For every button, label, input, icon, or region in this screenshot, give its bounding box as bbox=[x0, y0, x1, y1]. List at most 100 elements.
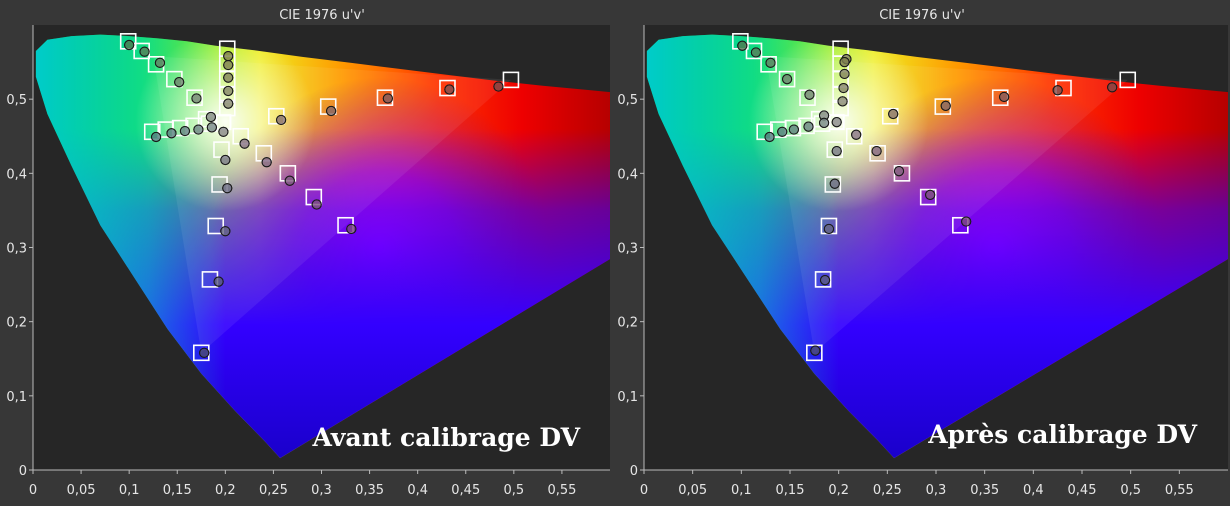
y-tick-label: 0,2 bbox=[6, 316, 27, 331]
y-tick-label: 0,3 bbox=[6, 242, 27, 257]
measured-point-shade bbox=[220, 226, 231, 237]
x-tick-label: 0,3 bbox=[926, 483, 947, 498]
measured-point-shade bbox=[839, 68, 850, 80]
x-tick-label: 0,45 bbox=[451, 483, 480, 498]
white-point-glow bbox=[646, 34, 1228, 459]
measured-point-shade bbox=[154, 57, 166, 68]
measured-point-shade bbox=[213, 276, 224, 287]
x-tick-label: 0,55 bbox=[547, 483, 576, 498]
measured-point-shade bbox=[382, 93, 393, 104]
measured-point-shade bbox=[239, 138, 250, 149]
measured-point-shade bbox=[871, 145, 882, 157]
measured-point-shade bbox=[888, 108, 899, 120]
x-tick-label: 0,35 bbox=[970, 483, 999, 498]
measured-point-shade bbox=[819, 275, 831, 286]
measured-point-shade bbox=[851, 129, 862, 140]
calibration-state-label: Avant calibrage DV bbox=[311, 423, 580, 452]
y-tick-label: 0,1 bbox=[6, 390, 27, 405]
measured-point-shade bbox=[831, 117, 842, 128]
x-tick-label: 0,3 bbox=[311, 483, 332, 498]
cie-gamut bbox=[35, 34, 610, 459]
target-point bbox=[869, 145, 886, 162]
x-tick-label: 0,05 bbox=[67, 483, 96, 498]
y-tick-label: 0,3 bbox=[617, 242, 638, 257]
measured-point-shade bbox=[223, 51, 234, 62]
measured-point-shade bbox=[837, 96, 848, 107]
target-point bbox=[760, 56, 777, 73]
measured-point-shade bbox=[223, 59, 234, 71]
measured-point-shade bbox=[346, 223, 357, 235]
measured-point-shade bbox=[205, 111, 217, 123]
target-point bbox=[778, 70, 796, 88]
measured-point-shade bbox=[839, 56, 850, 68]
x-tick-label: 0,2 bbox=[828, 483, 849, 498]
y-tick-label: 0,4 bbox=[617, 167, 638, 182]
y-tick-label: 0,2 bbox=[617, 316, 638, 331]
measured-point-shade bbox=[191, 93, 202, 104]
measured-point-shade bbox=[261, 157, 272, 168]
measured-point-shade bbox=[961, 216, 972, 227]
x-tick-label: 0,1 bbox=[119, 483, 140, 498]
plot-area: 0 0,05 0,1 0,15 0,2 0,25 0,3 0,35 0,4 0,45 0,5 0,55… bbox=[6, 25, 610, 498]
plot-area: 0 0,05 0,1 0,15 0,2 0,25 0,3 0,35 0,4 0,45 0,5 0,55… bbox=[617, 25, 1228, 498]
target-point bbox=[439, 79, 456, 97]
x-tick-label: 0,5 bbox=[503, 483, 524, 498]
x-tick-label: 0,15 bbox=[163, 483, 192, 498]
measured-point-shade bbox=[781, 74, 793, 85]
y-tick-label: 0,4 bbox=[6, 167, 27, 182]
x-tick-label: 0,25 bbox=[873, 483, 902, 498]
measured-point-shade bbox=[925, 189, 936, 200]
measured-point-shade bbox=[823, 223, 835, 235]
measured-point-shade bbox=[737, 40, 748, 51]
measured-point-shade bbox=[150, 131, 162, 143]
target-point bbox=[806, 344, 823, 362]
measured-point-shade bbox=[838, 82, 849, 94]
panel-before: CIE 1976 u'v' 0 0,05 0,1 0,15 0,2 0,25 0,3 0,35… bbox=[6, 8, 610, 498]
measured-point-shade bbox=[764, 131, 775, 143]
target-point bbox=[745, 42, 763, 60]
measured-point-shade bbox=[193, 124, 204, 135]
measured-point-shade bbox=[139, 46, 150, 57]
measured-point-shade bbox=[218, 126, 229, 137]
y-tick-label: 0,5 bbox=[6, 93, 27, 108]
x-tick-label: 0,15 bbox=[776, 483, 805, 498]
target-point bbox=[919, 188, 937, 206]
y-tick-label: 0,5 bbox=[617, 93, 638, 108]
x-tick-label: 0,35 bbox=[355, 483, 384, 498]
panel-after: CIE 1976 u'v' 0 0,05 0,1 0,15 0,2 0,25 0,3 0,35… bbox=[617, 8, 1228, 498]
y-tick-label: 0 bbox=[19, 464, 27, 479]
measured-point-shade bbox=[493, 81, 504, 92]
calibration-state-label: Après calibrage DV bbox=[927, 420, 1197, 449]
measured-point-shade bbox=[206, 122, 217, 133]
measured-point-shade bbox=[829, 178, 840, 189]
measured-point-shade bbox=[174, 77, 185, 88]
measured-point-shade bbox=[893, 166, 905, 177]
y-tick-label: 0 bbox=[630, 464, 638, 479]
target-point bbox=[824, 176, 842, 193]
x-tick-label: 0,4 bbox=[1023, 483, 1044, 498]
target-point bbox=[502, 71, 520, 89]
measured-markers bbox=[737, 40, 1118, 356]
y-tick-label: 0,1 bbox=[617, 390, 638, 405]
measured-point-shade bbox=[220, 154, 231, 166]
measured-point-shade bbox=[326, 105, 337, 117]
x-tick-label: 0,5 bbox=[1120, 483, 1141, 498]
axes: 0 0,05 0,1 0,15 0,2 0,25 0,3 0,35 0,4 0,45 0,5 0,55… bbox=[6, 25, 610, 498]
measured-point-shade bbox=[999, 91, 1010, 103]
x-tick-label: 0,1 bbox=[731, 483, 752, 498]
measured-point-shade bbox=[223, 98, 234, 109]
measured-point-shade bbox=[444, 84, 455, 95]
measured-point-shade bbox=[940, 100, 951, 111]
measured-point-shade bbox=[818, 117, 830, 129]
target-point bbox=[207, 217, 225, 235]
target-point bbox=[826, 141, 844, 158]
x-tick-label: 0 bbox=[640, 483, 648, 498]
measured-point-shade bbox=[765, 57, 776, 68]
measured-point-shade bbox=[804, 89, 815, 100]
measured-point-shade bbox=[223, 72, 234, 83]
target-point bbox=[1119, 71, 1137, 89]
measured-point-shade bbox=[788, 124, 799, 135]
target-point bbox=[845, 127, 863, 145]
measured-point-shade bbox=[199, 347, 210, 358]
